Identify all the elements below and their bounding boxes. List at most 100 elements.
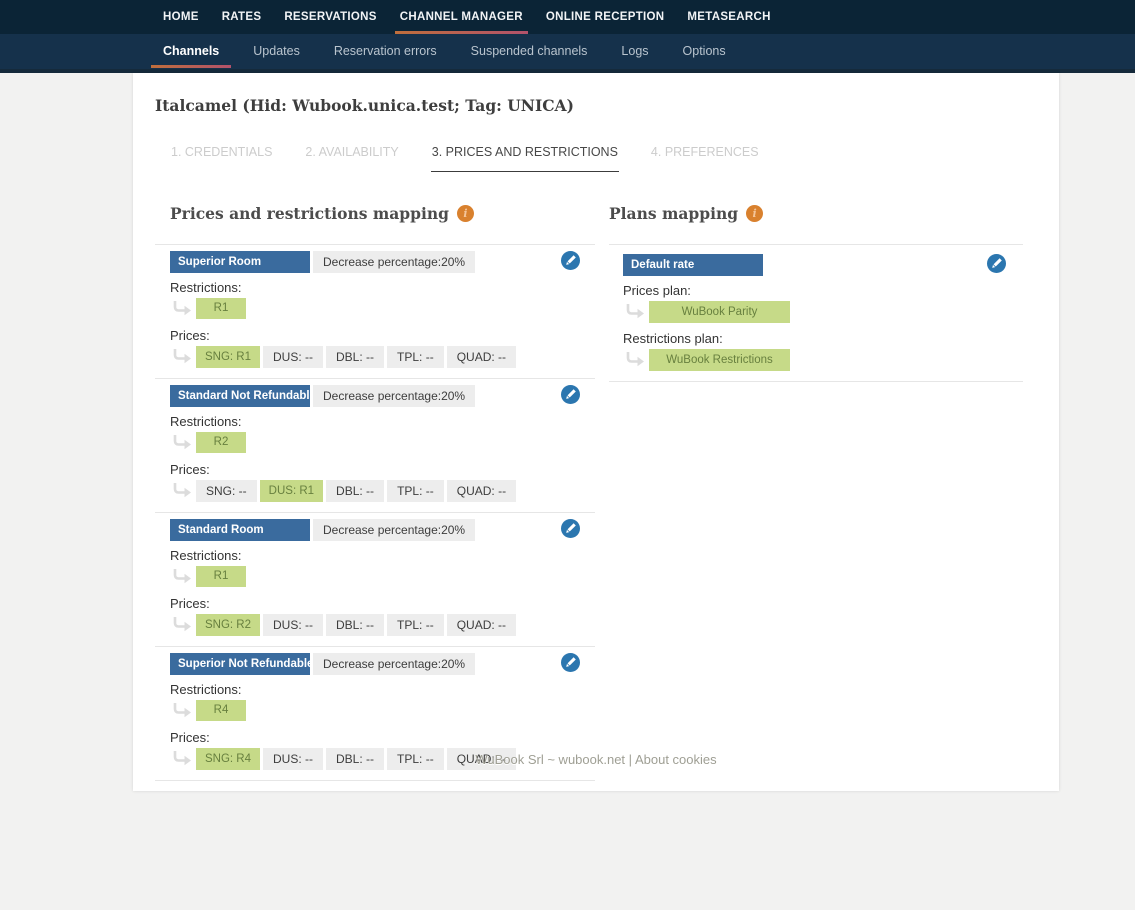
price-chip-sng: SNG: R1 xyxy=(196,346,261,368)
level-down-arrow-icon xyxy=(172,569,192,589)
price-chip-quad: QUAD: -- xyxy=(446,346,517,368)
restrictions-plan-chip: WuBook Restrictions xyxy=(649,349,790,371)
plans-mapping-column: Plans mapping i Default rate Prices plan… xyxy=(609,204,1023,781)
prices-plan-chip: WuBook Parity xyxy=(649,301,790,323)
wizard-tabs: 1. CREDENTIALS 2. AVAILABILITY 3. PRICES… xyxy=(133,141,1059,172)
level-down-arrow-icon xyxy=(172,703,192,723)
prices-label: Prices: xyxy=(170,462,210,477)
level-down-arrow-icon xyxy=(172,617,192,637)
price-chip-tpl: TPL: -- xyxy=(387,748,444,770)
subnav-item-logs[interactable]: Logs xyxy=(621,44,649,58)
channel-manager-subnav: Channels Updates Reservation errors Susp… xyxy=(0,34,1135,73)
tab-credentials[interactable]: 1. CREDENTIALS xyxy=(171,145,273,159)
price-chip-dbl: DBL: -- xyxy=(326,614,385,636)
subnav-item-channels[interactable]: Channels xyxy=(151,34,232,69)
edit-room-mapping-button[interactable] xyxy=(561,653,580,672)
restriction-chip: R4 xyxy=(196,700,246,721)
tab-availability[interactable]: 2. AVAILABILITY xyxy=(305,145,399,159)
price-chip-sng: SNG: R2 xyxy=(196,614,261,636)
price-chip-dbl: DBL: -- xyxy=(326,748,385,770)
subnav-item-updates[interactable]: Updates xyxy=(253,44,300,58)
tab-prices-and-restrictions[interactable]: 3. PRICES AND RESTRICTIONS xyxy=(430,141,619,172)
level-down-arrow-icon xyxy=(172,751,192,771)
edit-plan-mapping-button[interactable] xyxy=(987,254,1006,273)
decrease-percentage-chip: Decrease percentage:20% xyxy=(313,385,476,407)
nav-item-online-reception[interactable]: ONLINE RECEPTION xyxy=(545,11,665,23)
main-navbar: HOME RATES RESERVATIONS CHANNEL MANAGER … xyxy=(0,0,1135,34)
nav-item-reservations[interactable]: RESERVATIONS xyxy=(284,11,377,23)
prices-restrictions-title: Prices and restrictions mapping i xyxy=(155,204,595,223)
price-chip-dus: DUS: -- xyxy=(263,614,324,636)
plan-mapping-block: Default rate Prices plan: WuBook Parity … xyxy=(609,245,1023,382)
price-chip-sng: SNG: R4 xyxy=(196,748,261,770)
price-chip-quad: QUAD: -- xyxy=(446,480,517,502)
plans-mapping-panel: Default rate Prices plan: WuBook Parity … xyxy=(609,244,1023,382)
nav-item-metasearch[interactable]: METASEARCH xyxy=(687,11,771,23)
subnav-item-suspended-channels[interactable]: Suspended channels xyxy=(470,44,588,58)
price-chip-tpl: TPL: -- xyxy=(387,480,444,502)
footer: WuBook Srl ~ wubook.net | About cookies xyxy=(133,752,1059,767)
tab-preferences[interactable]: 4. PREFERENCES xyxy=(650,145,759,159)
rooms-mapping-panel: Superior Room Decrease percentage:20% Re… xyxy=(155,244,595,781)
restriction-chip: R1 xyxy=(196,566,246,587)
prices-label: Prices: xyxy=(170,328,210,343)
room-mapping-block: Superior Not Refundable Decrease percent… xyxy=(155,647,595,781)
room-mapping-block: Standard Room Decrease percentage:20% Re… xyxy=(155,513,595,647)
edit-room-mapping-button[interactable] xyxy=(561,519,580,538)
price-chip-dus: DUS: -- xyxy=(263,748,324,770)
page-title: Italcamel (Hid: Wubook.unica.test; Tag: … xyxy=(155,96,574,115)
nav-item-home[interactable]: HOME xyxy=(163,11,199,23)
prices-restrictions-title-text: Prices and restrictions mapping xyxy=(170,204,449,223)
price-chip-tpl: TPL: -- xyxy=(387,346,444,368)
decrease-percentage-chip: Decrease percentage:20% xyxy=(313,519,476,541)
level-down-arrow-icon xyxy=(172,301,192,321)
restriction-chip: R2 xyxy=(196,432,246,453)
level-down-arrow-icon xyxy=(625,304,645,324)
plans-mapping-title-text: Plans mapping xyxy=(609,204,739,223)
nav-item-rates[interactable]: RATES xyxy=(221,11,262,23)
edit-room-mapping-button[interactable] xyxy=(561,251,580,270)
prices-label: Prices: xyxy=(170,596,210,611)
room-mapping-block: Standard Not Refundable Decrease percent… xyxy=(155,379,595,513)
room-name-chip: Superior Room xyxy=(170,251,310,273)
level-down-arrow-icon xyxy=(172,483,192,503)
level-down-arrow-icon xyxy=(172,435,192,455)
content-card: Italcamel (Hid: Wubook.unica.test; Tag: … xyxy=(133,73,1059,791)
room-name-chip: Standard Room xyxy=(170,519,310,541)
info-icon[interactable]: i xyxy=(456,205,474,222)
prices-restrictions-column: Prices and restrictions mapping i Superi… xyxy=(155,204,595,781)
subnav-item-options[interactable]: Options xyxy=(682,44,726,58)
room-name-chip: Standard Not Refundable xyxy=(170,385,316,407)
decrease-percentage-chip: Decrease percentage:20% xyxy=(313,653,476,675)
subnav-item-reservation-errors[interactable]: Reservation errors xyxy=(333,44,437,58)
footer-company-text: WuBook Srl ~ wubook.net xyxy=(475,752,626,767)
rate-name-chip: Default rate xyxy=(623,254,763,276)
room-mapping-block: Superior Room Decrease percentage:20% Re… xyxy=(155,245,595,379)
prices-plan-label: Prices plan: xyxy=(623,283,691,298)
price-chip-dus: DUS: R1 xyxy=(259,480,324,502)
restrictions-label: Restrictions: xyxy=(170,548,242,563)
restrictions-label: Restrictions: xyxy=(170,682,242,697)
restrictions-label: Restrictions: xyxy=(170,414,242,429)
nav-item-channel-manager[interactable]: CHANNEL MANAGER xyxy=(394,0,529,34)
edit-room-mapping-button[interactable] xyxy=(561,385,580,404)
restrictions-plan-label: Restrictions plan: xyxy=(623,331,723,346)
level-down-arrow-icon xyxy=(172,349,192,369)
restriction-chip: R1 xyxy=(196,298,246,319)
price-chip-quad: QUAD: -- xyxy=(446,748,517,770)
price-chip-quad: QUAD: -- xyxy=(446,614,517,636)
price-chip-dus: DUS: -- xyxy=(263,346,324,368)
room-name-chip: Superior Not Refundable xyxy=(170,653,313,675)
about-cookies-link[interactable]: About cookies xyxy=(634,752,717,767)
footer-separator: | xyxy=(628,752,633,767)
restrictions-label: Restrictions: xyxy=(170,280,242,295)
level-down-arrow-icon xyxy=(625,352,645,372)
info-icon[interactable]: i xyxy=(746,205,764,222)
prices-label: Prices: xyxy=(170,730,210,745)
decrease-percentage-chip: Decrease percentage:20% xyxy=(313,251,476,273)
plans-mapping-title: Plans mapping i xyxy=(609,204,1023,223)
price-chip-tpl: TPL: -- xyxy=(387,614,444,636)
price-chip-dbl: DBL: -- xyxy=(326,480,385,502)
price-chip-sng: SNG: -- xyxy=(196,480,257,502)
price-chip-dbl: DBL: -- xyxy=(326,346,385,368)
